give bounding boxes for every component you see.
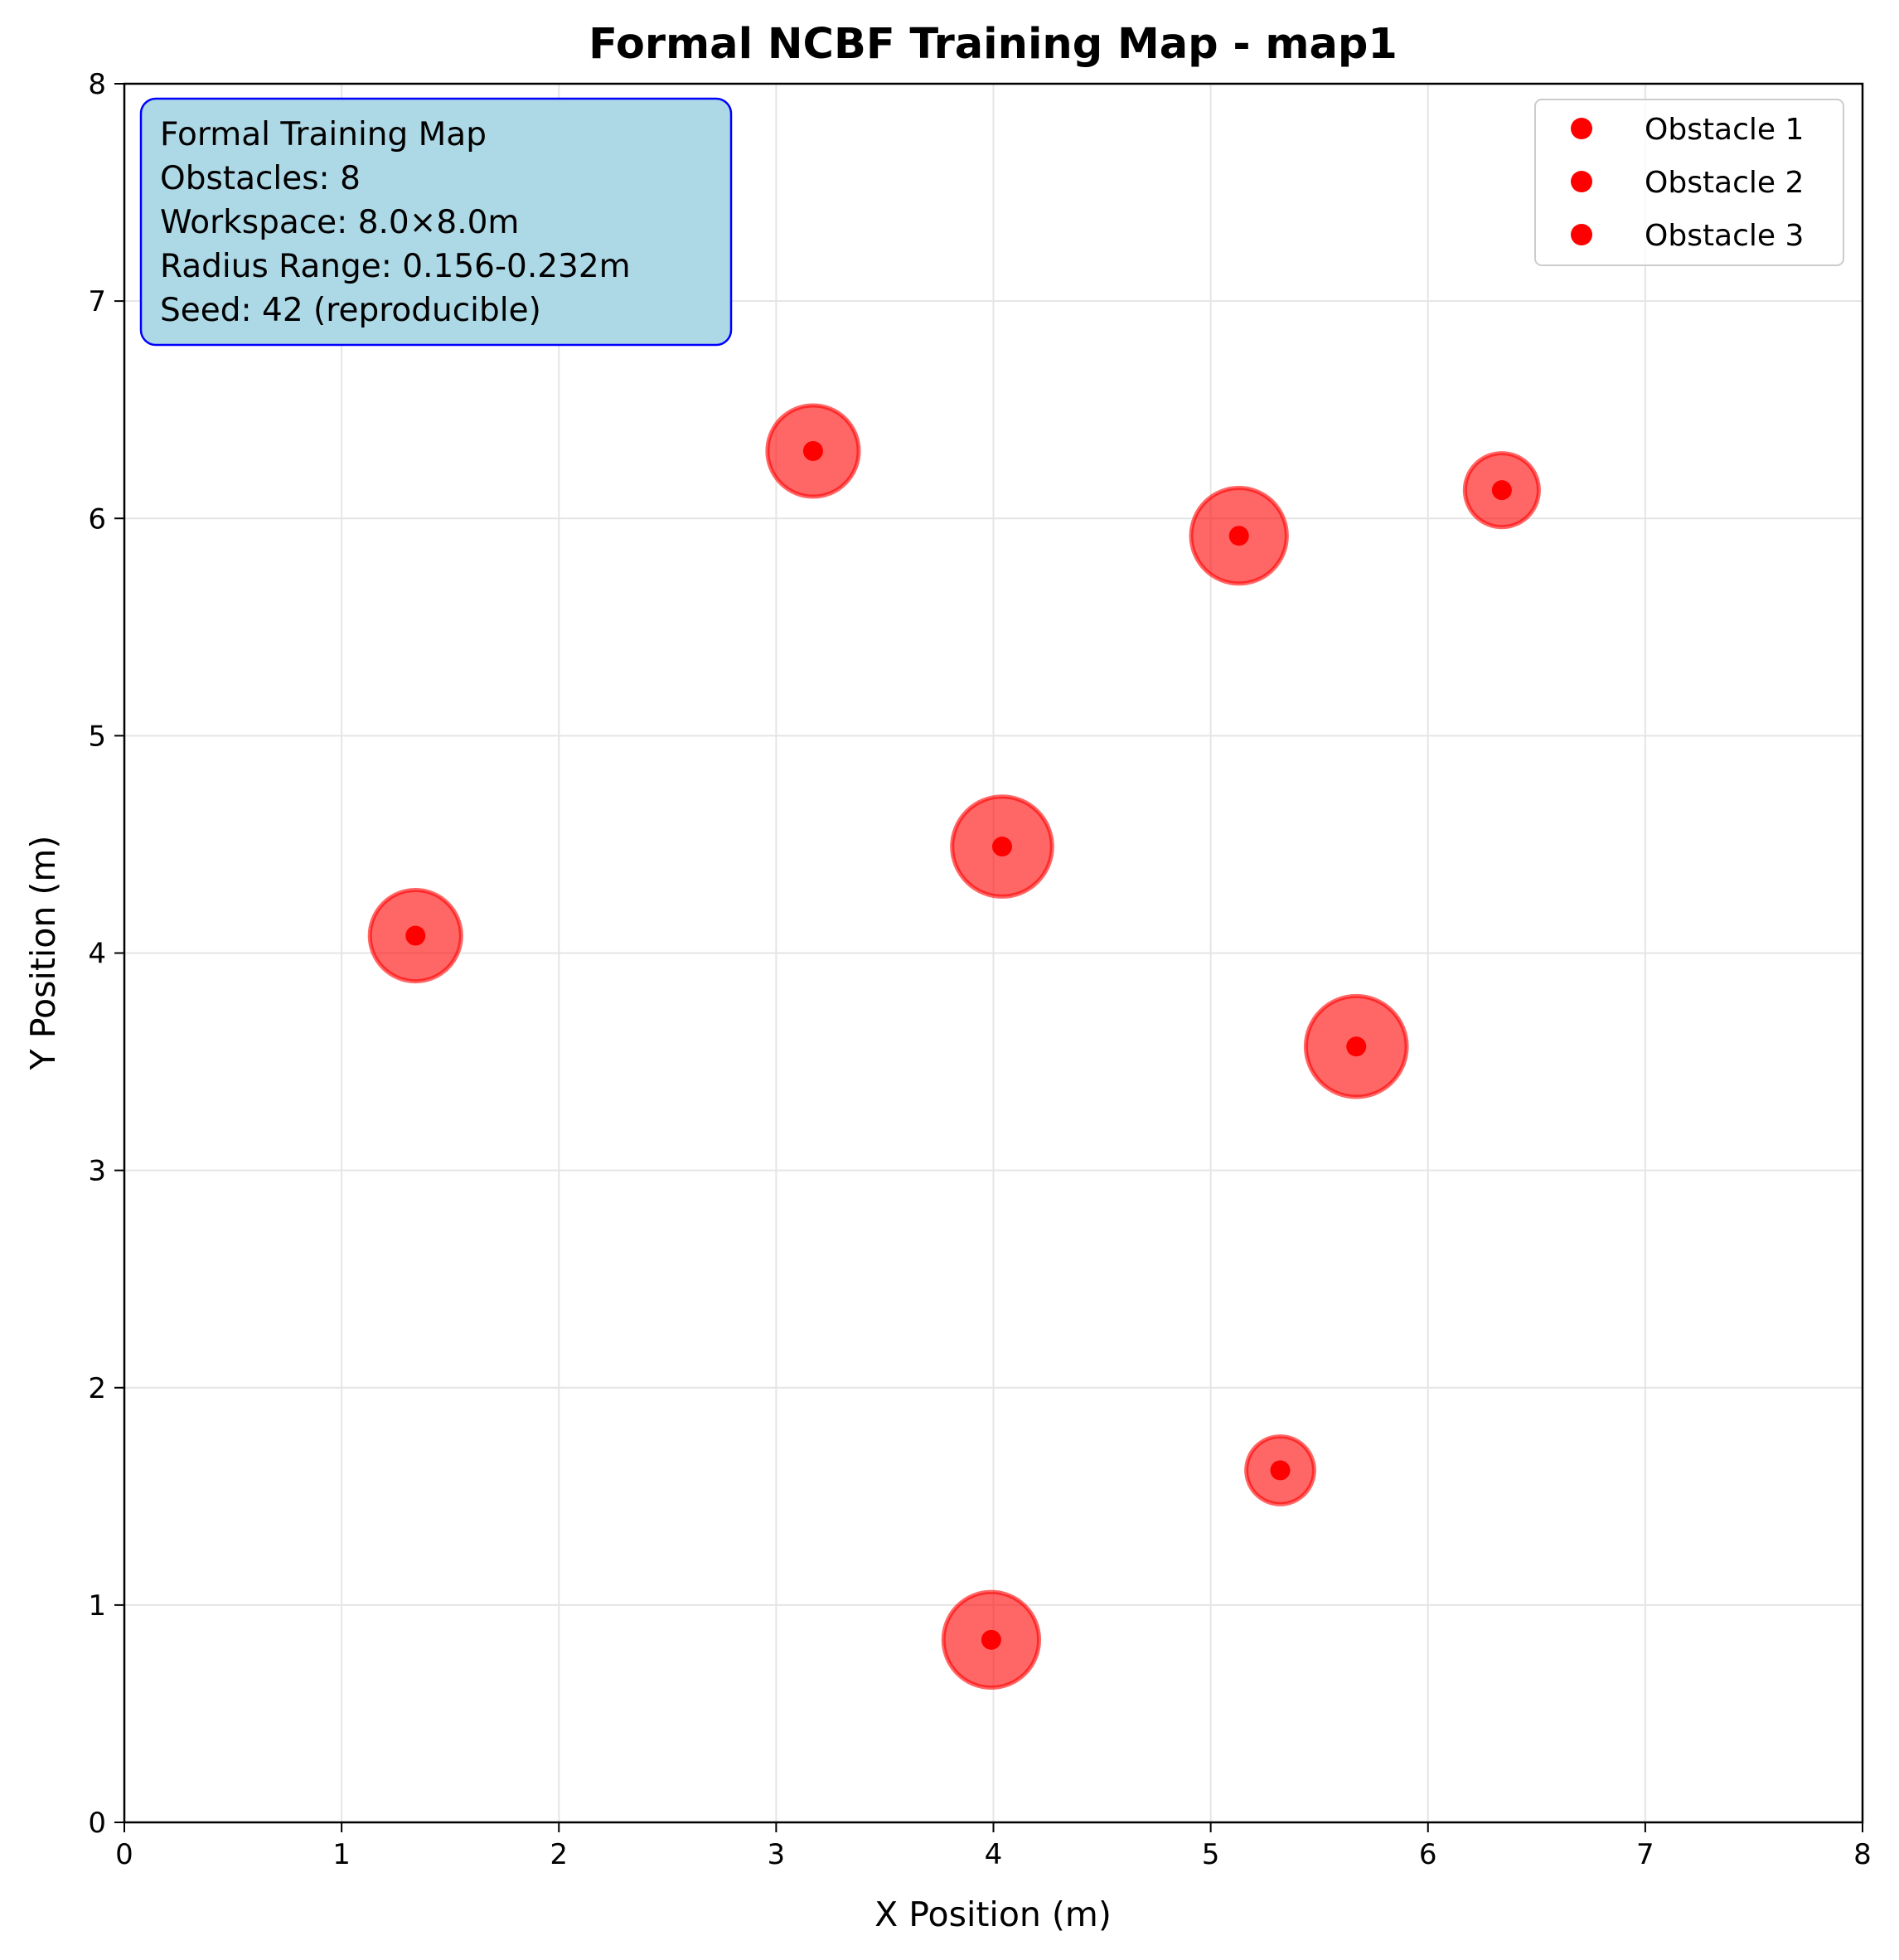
y-axis-ticks: 0 1 2 3 4 5 6 7 8	[88, 68, 124, 1840]
y-tick-label: 1	[88, 1589, 106, 1623]
info-box-background	[139, 97, 733, 347]
obstacle-center-6	[1346, 1036, 1367, 1057]
y-tick-label: 6	[88, 502, 106, 536]
x-tick-label: 5	[1202, 1838, 1220, 1871]
x-axis-ticks: 0 1 2 3 4 5 6 7 8	[115, 1822, 1872, 1871]
obstacle-center-7	[1270, 1460, 1291, 1481]
info-line-obstacles: Obstacles: 8	[160, 160, 361, 197]
legend-marker-obstacle-3	[1571, 224, 1592, 245]
info-line-seed: Seed: 42 (reproducible)	[160, 292, 541, 329]
x-tick-label: 7	[1636, 1838, 1654, 1871]
obstacles-layer	[367, 403, 1541, 1690]
info-line-workspace: Workspace: 8.0×8.0m	[160, 204, 519, 241]
x-tick-label: 4	[985, 1838, 1003, 1871]
obstacle-center-2	[802, 440, 823, 461]
y-tick-label: 2	[88, 1372, 106, 1405]
legend-marker-obstacle-2	[1571, 171, 1592, 192]
legend-label-obstacle-2: Obstacle 2	[1645, 166, 1804, 200]
info-line-radius-range: Radius Range: 0.156-0.232m	[160, 248, 631, 285]
legend-label-obstacle-1: Obstacle 1	[1645, 113, 1804, 147]
chart-title: Formal NCBF Training Map - map1	[589, 20, 1398, 69]
y-tick-label: 0	[88, 1807, 106, 1840]
legend-frame	[1534, 99, 1844, 266]
obstacle-center-8	[981, 1629, 1001, 1650]
y-axis-label: Y Position (m)	[23, 836, 63, 1071]
x-tick-label: 0	[115, 1838, 133, 1871]
x-tick-label: 2	[550, 1838, 568, 1871]
x-tick-label: 1	[332, 1838, 351, 1871]
obstacle-center-4	[1228, 526, 1249, 546]
y-tick-label: 5	[88, 720, 106, 753]
info-box: Formal Training Map Obstacles: 8 Workspa…	[139, 97, 733, 347]
x-tick-label: 8	[1853, 1838, 1872, 1871]
y-tick-label: 8	[88, 68, 106, 101]
x-axis-label: X Position (m)	[874, 1895, 1112, 1934]
obstacle-center-3	[991, 837, 1012, 857]
x-tick-label: 6	[1419, 1838, 1437, 1871]
legend-label-obstacle-3: Obstacle 3	[1645, 219, 1804, 253]
obstacle-center-5	[1491, 480, 1512, 501]
legend-marker-obstacle-1	[1571, 118, 1592, 139]
y-tick-label: 3	[88, 1155, 106, 1188]
y-tick-label: 7	[88, 285, 106, 318]
legend: Obstacle 1 Obstacle 2 Obstacle 3	[1534, 99, 1844, 266]
obstacle-center-1	[405, 925, 426, 946]
x-tick-label: 3	[768, 1838, 786, 1871]
y-tick-label: 4	[88, 938, 106, 971]
info-line-title: Formal Training Map	[160, 116, 487, 153]
